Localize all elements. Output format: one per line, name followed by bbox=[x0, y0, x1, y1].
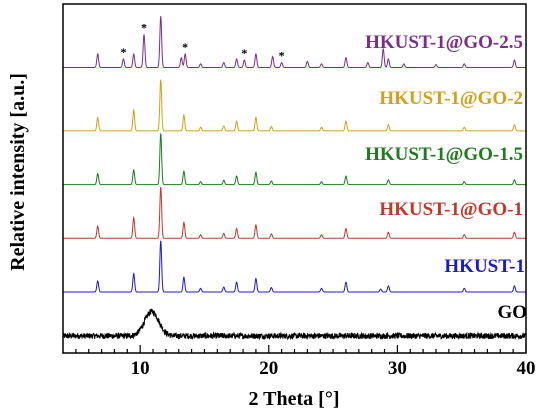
series-label-hkust-1-go-1: HKUST-1@GO-1 bbox=[379, 199, 523, 220]
y-axis-title: Relative intensity [a.u.] bbox=[7, 73, 29, 271]
x-tick-label: 40 bbox=[517, 358, 536, 379]
series-label-go: GO bbox=[497, 302, 527, 323]
peak-annotations: * * * * * bbox=[120, 21, 284, 63]
series-label-hkust-1-go-2: HKUST-1@GO-2 bbox=[379, 88, 523, 109]
series-line-hkust-1-go-1-5 bbox=[63, 133, 526, 186]
peak-star-annotation: * bbox=[241, 46, 247, 60]
series-label-hkust-1-go-2-5: HKUST-1@GO-2.5 bbox=[365, 32, 523, 53]
series-line-hkust-1-go-1 bbox=[63, 186, 526, 239]
series-line-hkust-1 bbox=[63, 240, 526, 293]
x-tick-label: 30 bbox=[388, 358, 407, 379]
x-tick-label: 10 bbox=[131, 358, 150, 379]
x-tick-label: 20 bbox=[259, 358, 278, 379]
series-line-hkust-1-go-2 bbox=[63, 79, 526, 132]
series-label-hkust-1-go-1-5: HKUST-1@GO-1.5 bbox=[365, 144, 523, 165]
series-line-hkust-1-go-2-5 bbox=[63, 16, 526, 68]
peak-star-annotation: * bbox=[141, 21, 147, 35]
series-labels: GO HKUST-1 HKUST-1@GO-1 HKUST-1@GO-1.5 HKUST… bbox=[365, 32, 527, 323]
series-line-go bbox=[62, 308, 527, 341]
peak-star-annotation: * bbox=[279, 49, 285, 63]
peak-star-annotation: * bbox=[182, 40, 188, 54]
series-curves bbox=[62, 16, 527, 341]
series-label-hkust-1: HKUST-1 bbox=[444, 256, 525, 277]
x-axis-ticks: 10 20 30 40 bbox=[75, 345, 536, 379]
x-axis-title: 2 Theta [°] bbox=[249, 388, 340, 410]
peak-star-annotation: * bbox=[120, 45, 126, 59]
